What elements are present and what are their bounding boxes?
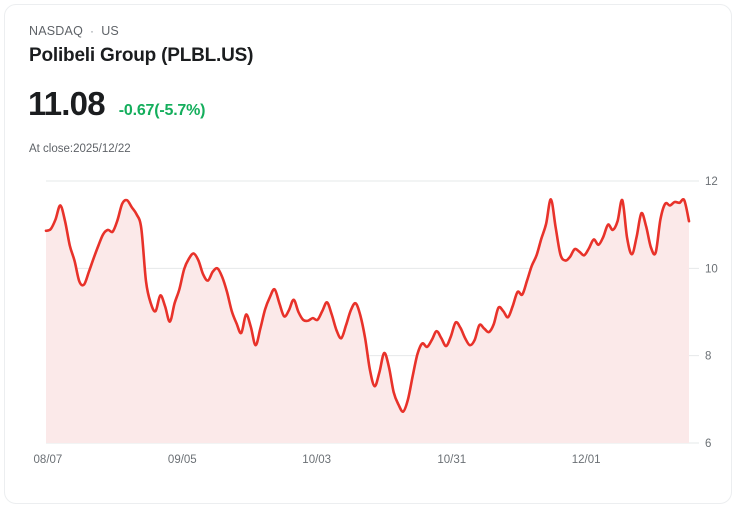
market-status: At close:2025/12/22 [29, 143, 131, 155]
x-axis-tick: 12/01 [572, 454, 601, 466]
y-axis-tick: 6 [705, 438, 711, 450]
chart-line [44, 197, 691, 413]
region-label: US [101, 24, 119, 38]
chart-x-axis-labels: 08/07 09/05 10/03 10/31 12/01 [34, 454, 601, 466]
quote-header: NASDAQ · US Polibeli Group (PLBL.US) [29, 23, 253, 69]
y-axis-tick: 12 [705, 176, 718, 188]
x-axis-tick: 09/05 [168, 454, 197, 466]
x-axis-tick: 08/07 [34, 454, 63, 466]
price-row: 11.08 -0.67(-5.7%) [28, 85, 205, 123]
page-title: Polibeli Group (PLBL.US) [29, 45, 254, 66]
exchange-name: NASDAQ [29, 24, 83, 38]
x-axis-tick: 10/31 [437, 454, 466, 466]
price-chart[interactable]: 12 10 8 6 08/07 09/05 10/03 10/31 12/01 [5, 155, 732, 485]
y-axis-tick: 8 [705, 351, 711, 363]
current-price: 11.08 [28, 85, 106, 122]
price-chart-svg[interactable]: 12 10 8 6 08/07 09/05 10/03 10/31 12/01 [5, 155, 732, 485]
chart-area-fill [46, 199, 689, 443]
stock-quote-card: NASDAQ · US Polibeli Group (PLBL.US) 11.… [4, 4, 732, 504]
y-axis-tick: 10 [705, 263, 718, 275]
exchange-row: NASDAQ · US [29, 23, 253, 39]
price-change: -0.67(-5.7%) [118, 102, 206, 119]
chart-y-axis-labels: 12 10 8 6 [705, 176, 718, 450]
exchange-separator: · [90, 24, 95, 38]
x-axis-tick: 10/03 [302, 454, 331, 466]
